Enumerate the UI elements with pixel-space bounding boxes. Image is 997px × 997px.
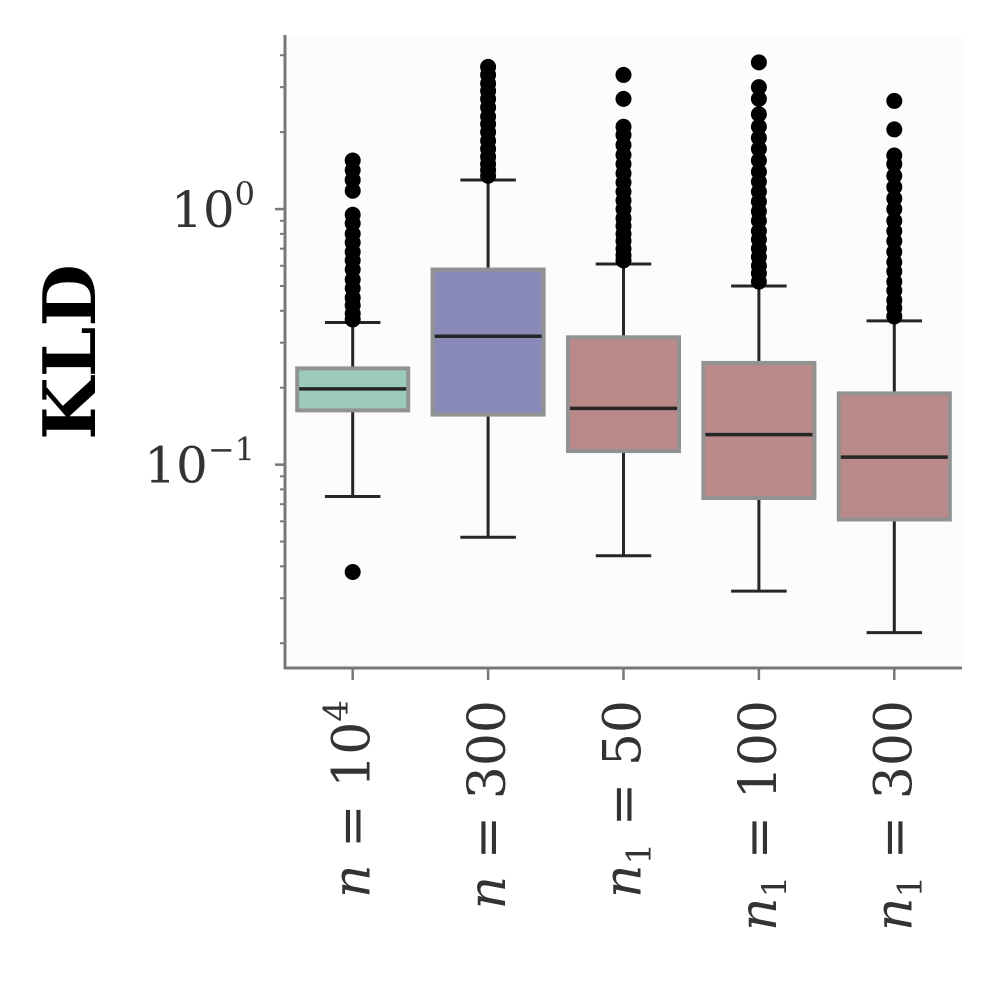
- outlier-point: [886, 92, 903, 109]
- outlier-point: [750, 106, 767, 123]
- outlier-point: [344, 564, 361, 581]
- box-group-1: [295, 152, 411, 581]
- x-tick-label: n1 = 100: [729, 700, 795, 931]
- box-group-5: [836, 92, 952, 635]
- box-iqr: [565, 335, 682, 454]
- y-tick-label: 10−1: [144, 431, 255, 495]
- outlier-point: [886, 121, 903, 138]
- outlier-point: [750, 79, 767, 96]
- box-iqr: [430, 267, 546, 417]
- outlier-point: [886, 190, 903, 207]
- outlier-point: [886, 179, 903, 196]
- outlier-point: [344, 206, 361, 223]
- outlier-point: [615, 90, 632, 107]
- outlier-point: [750, 118, 767, 135]
- outlier-point: [480, 58, 497, 75]
- box-group-3: [565, 66, 682, 558]
- box-group-2: [430, 58, 546, 539]
- outlier-point: [615, 66, 632, 83]
- y-tick-label: 100: [171, 175, 255, 239]
- outlier-point: [750, 90, 767, 107]
- outlier-point: [886, 212, 903, 229]
- outlier-point: [886, 167, 903, 184]
- box-group-4: [701, 54, 817, 593]
- outlier-point: [615, 118, 632, 135]
- outlier-point: [750, 54, 767, 71]
- axes-layer: 10−1 100 n = 104 n = 300 n1 = 50 n1 = 100 n1 =…: [144, 35, 962, 931]
- x-tick-label: n = 300: [458, 700, 518, 909]
- box-iqr: [701, 360, 817, 501]
- outlier-point: [750, 163, 767, 180]
- y-axis-label: KLD: [27, 264, 112, 440]
- x-tick-label: n1 = 300: [864, 700, 930, 931]
- outlier-point: [344, 152, 361, 169]
- boxes-layer: [295, 54, 952, 635]
- x-tick-label: n = 104: [317, 700, 383, 898]
- outlier-point: [886, 147, 903, 164]
- x-tick-label: n1 = 50: [594, 700, 660, 898]
- outlier-point: [750, 152, 767, 169]
- outlier-point: [750, 140, 767, 157]
- outlier-point: [750, 129, 767, 146]
